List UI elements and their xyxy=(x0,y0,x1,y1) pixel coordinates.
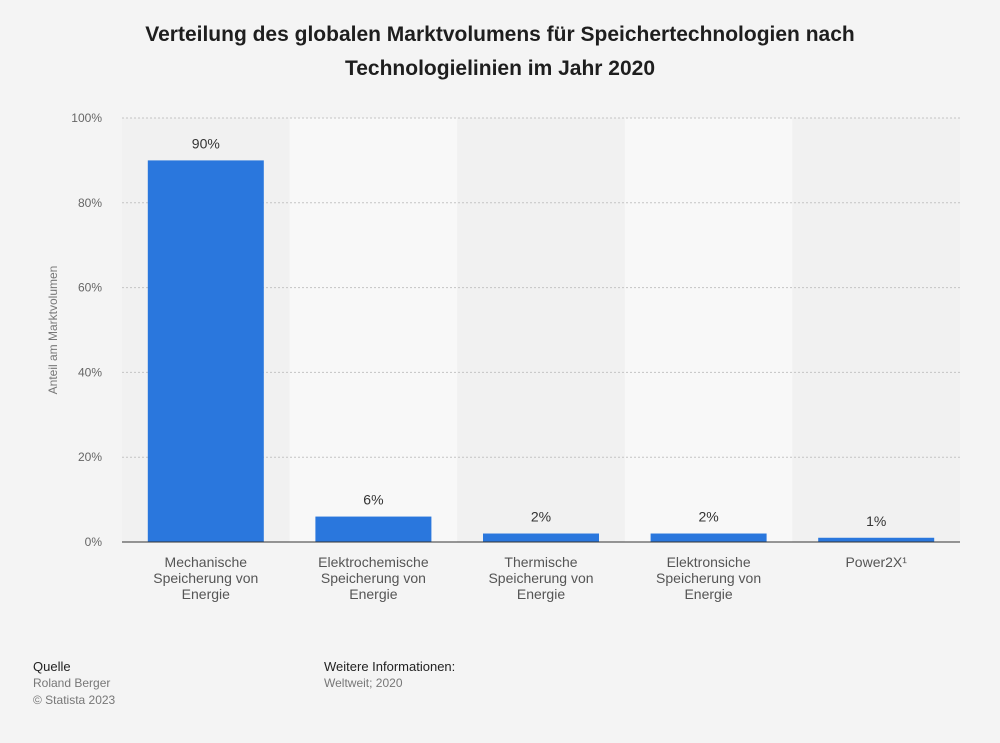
value-label-3: 2% xyxy=(698,509,718,525)
column-band-3 xyxy=(624,118,793,542)
column-band-1 xyxy=(289,118,458,542)
column-band-4 xyxy=(792,118,960,542)
x-tick-label-3: Elektronsiche Speicherung von Energie xyxy=(656,554,761,602)
y-tick-label-5: 100% xyxy=(71,111,102,125)
value-label-0: 90% xyxy=(192,135,220,151)
info-block: Weitere Informationen: Weltweit; 2020 xyxy=(324,658,455,692)
y-tick-label-4: 80% xyxy=(78,196,102,210)
bar-4 xyxy=(818,537,935,542)
info-text: Weltweit; 2020 xyxy=(324,676,403,690)
chart-title: Verteilung des globalen Marktvolumens fü… xyxy=(145,23,855,80)
y-tick-label-0: 0% xyxy=(85,535,103,549)
source-line-0: Roland Berger xyxy=(33,676,111,690)
y-tick-label-1: 20% xyxy=(78,450,102,464)
y-tick-labels: 0% 20% 40% 60% 80% 100% xyxy=(71,111,102,549)
source-line-1: © Statista 2023 xyxy=(33,693,116,707)
y-tick-label-2: 40% xyxy=(78,365,102,379)
x-tick-label-1: Elektrochemische Speicherung von Energie xyxy=(318,554,429,602)
bar-2 xyxy=(483,533,599,542)
x-tick-labels: Mechanische Speicherung von Energie Elektro… xyxy=(153,554,907,602)
source-block: Quelle Roland Berger © Statista 2023 xyxy=(33,658,115,709)
bar-3 xyxy=(650,533,767,542)
bars xyxy=(147,160,935,542)
value-label-4: 1% xyxy=(866,513,886,529)
y-axis-label: Anteil am Marktvolumen xyxy=(46,266,60,395)
value-labels: 90% 6% 2% 2% 1% xyxy=(192,135,887,528)
column-band-2 xyxy=(457,118,625,542)
x-tick-label-4: Power2X¹ xyxy=(845,554,907,570)
y-tick-label-3: 60% xyxy=(78,281,102,295)
value-label-1: 6% xyxy=(363,492,383,508)
x-tick-label-0: Mechanische Speicherung von Energie xyxy=(153,554,258,602)
bar-1 xyxy=(315,516,432,542)
x-tick-label-2: Thermische Speicherung von Energie xyxy=(488,554,593,602)
value-label-2: 2% xyxy=(531,509,551,525)
info-heading: Weitere Informationen: xyxy=(324,659,456,674)
bar-0 xyxy=(147,160,264,542)
source-heading: Quelle xyxy=(33,659,71,674)
